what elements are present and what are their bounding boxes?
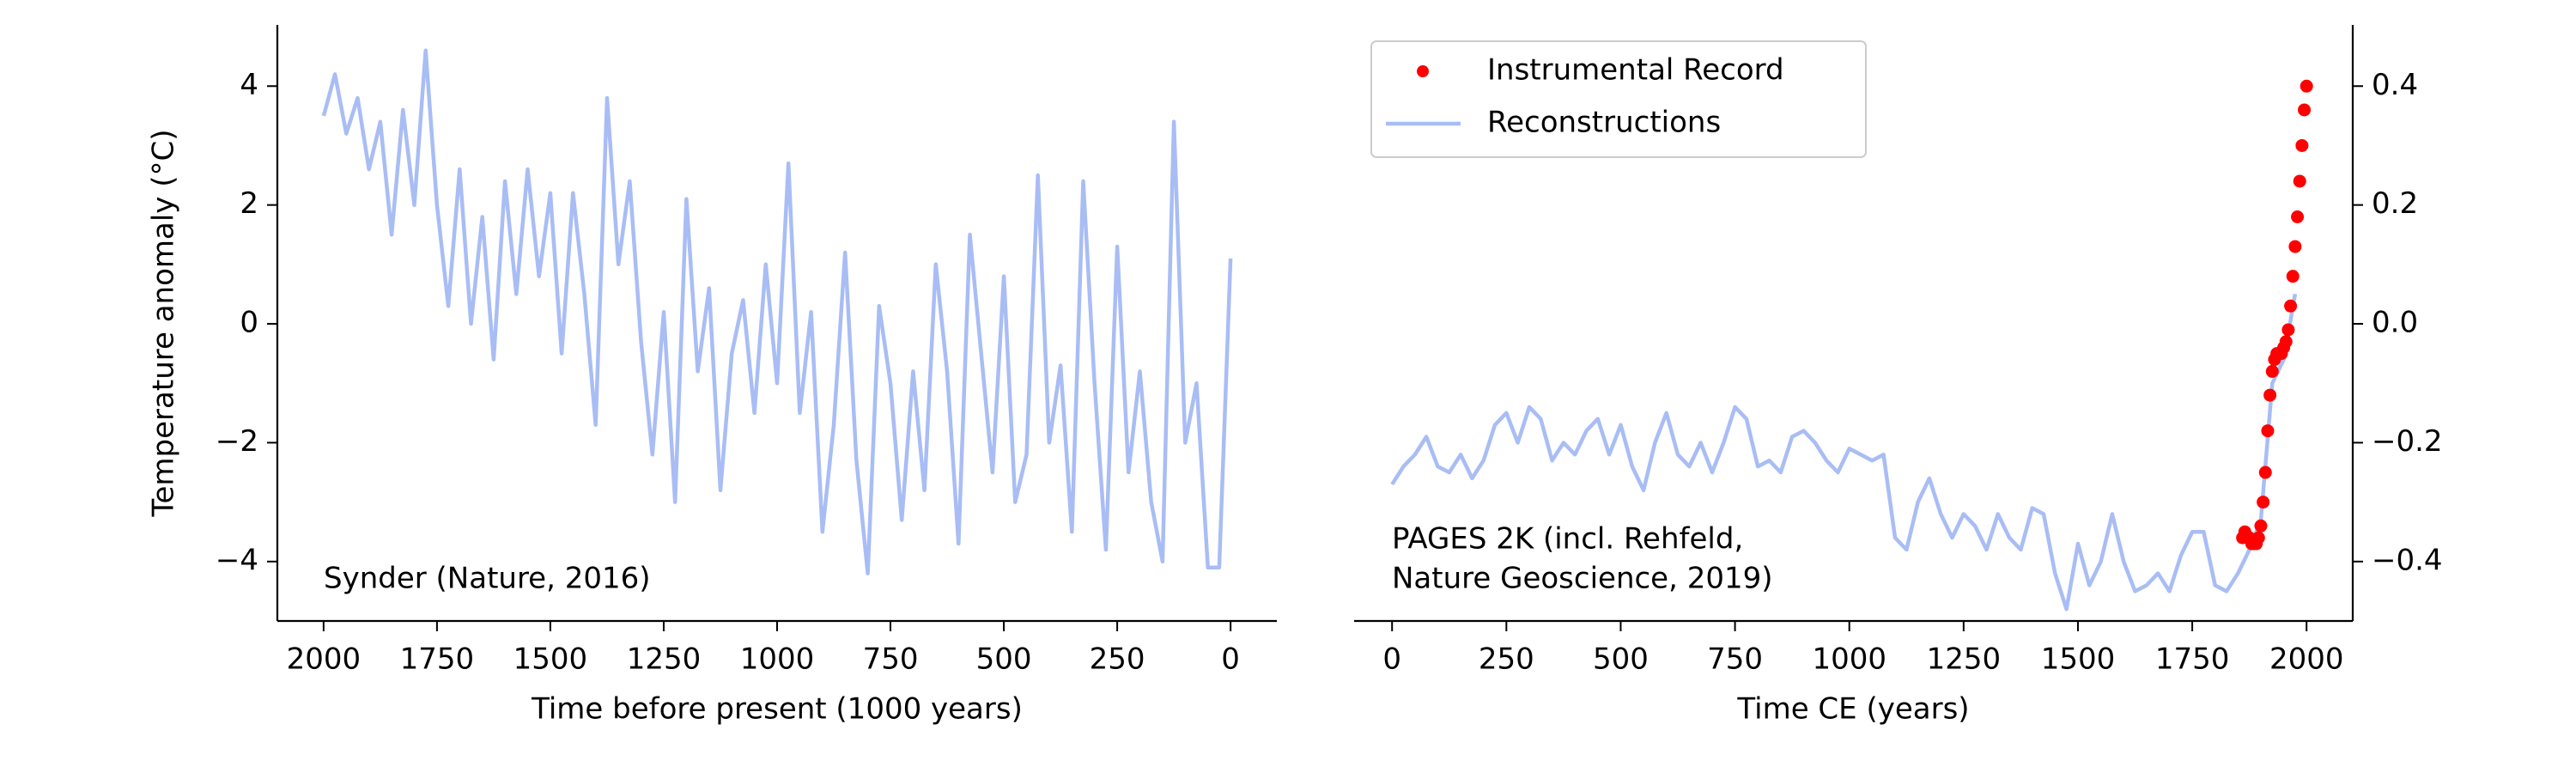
- legend-marker: [1417, 65, 1429, 77]
- panel: 2000 1750 1500 1250 1000 750 500 250 0 −4 −2 0 2 4 Tim…: [147, 25, 1277, 727]
- x-tick-label: 500: [976, 642, 1032, 677]
- data-point: [2263, 388, 2277, 402]
- y-tick-label: −4: [216, 543, 258, 577]
- annotation: Nature Geoscience, 2019): [1392, 562, 1773, 596]
- x-tick-label: 750: [863, 642, 919, 677]
- data-point: [2284, 299, 2298, 313]
- x-tick-label: 2000: [287, 642, 361, 677]
- y-tick-label: 2: [240, 186, 258, 221]
- y-tick-label: 0.2: [2372, 186, 2418, 221]
- y-axis-label: Temperature anomaly (°C): [147, 130, 181, 518]
- data-line: [321, 48, 1233, 575]
- data-point: [2279, 335, 2293, 349]
- x-tick-label: 1000: [1812, 642, 1886, 677]
- legend-label: Reconstructions: [1487, 106, 1721, 140]
- data-point: [2261, 424, 2275, 438]
- x-tick-label: 1500: [513, 642, 588, 677]
- data-point: [2254, 519, 2268, 533]
- x-tick-label: 250: [1090, 642, 1145, 677]
- data-point: [2295, 138, 2309, 152]
- x-tick-label: 2000: [2269, 642, 2344, 677]
- y-tick-label: 4: [240, 68, 258, 102]
- data-point: [2281, 323, 2295, 337]
- x-tick-label: 250: [1479, 642, 1534, 677]
- x-tick-label: 500: [1593, 642, 1649, 677]
- panel: 0 250 500 750 1000 1250 1500 1750 2000 −0.4 −0.2 0.…: [1354, 25, 2443, 727]
- legend-label: Instrumental Record: [1487, 53, 1784, 88]
- data-point: [2286, 270, 2300, 283]
- data-point: [2288, 240, 2302, 253]
- data-point: [2265, 364, 2279, 378]
- y-tick-label: 0: [240, 306, 258, 340]
- data-point: [2257, 496, 2270, 509]
- data-point: [2291, 210, 2305, 223]
- x-tick-label: 1750: [2155, 642, 2230, 677]
- x-tick-label: 1000: [740, 642, 815, 677]
- data-point: [2251, 531, 2265, 545]
- y-tick-label: 0.0: [2372, 306, 2418, 340]
- y-tick-label: 0.4: [2372, 68, 2418, 102]
- x-tick-label: 750: [1707, 642, 1763, 677]
- x-tick-label: 1250: [1927, 642, 2002, 677]
- x-axis-label: Time CE (years): [1736, 692, 1969, 727]
- annotation: Synder (Nature, 2016): [324, 562, 651, 596]
- y-tick-label: −0.2: [2372, 424, 2443, 459]
- data-point: [2298, 103, 2312, 117]
- x-axis-label: Time before present (1000 years): [531, 692, 1023, 727]
- x-tick-label: 0: [1382, 642, 1401, 677]
- data-point: [2258, 466, 2272, 479]
- data-point: [2293, 174, 2306, 188]
- data-point: [2300, 79, 2313, 93]
- y-tick-label: −0.4: [2372, 543, 2443, 577]
- y-tick-label: −2: [216, 424, 258, 459]
- x-tick-label: 1250: [627, 642, 702, 677]
- x-tick-label: 1500: [2041, 642, 2116, 677]
- legend-frame: [1370, 40, 1867, 158]
- annotation: PAGES 2K (incl. Rehfeld,: [1392, 522, 1743, 557]
- data-line: [1390, 294, 2298, 612]
- legend: Instrumental Record Reconstructions: [1370, 40, 1867, 158]
- x-tick-label: 1750: [400, 642, 475, 677]
- x-tick-label: 0: [1221, 642, 1240, 677]
